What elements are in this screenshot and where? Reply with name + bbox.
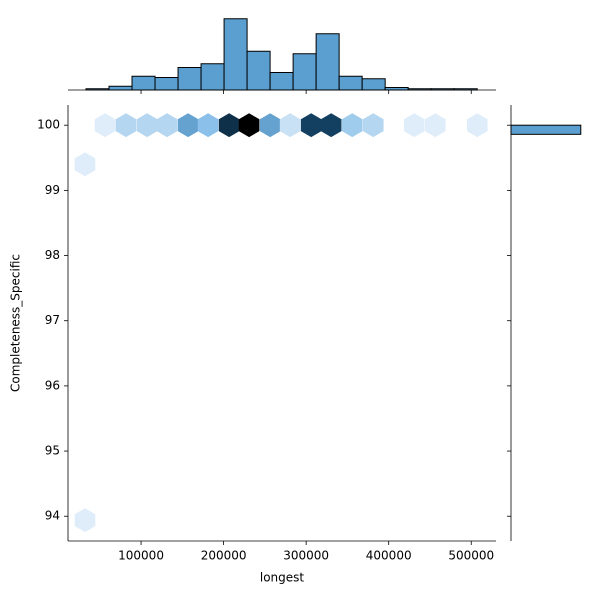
hex-cell [74,508,96,533]
x-axis-label: longest [260,571,305,585]
hex-cell [362,113,384,138]
histogram-bar [200,63,225,91]
hex-cell [424,113,446,138]
hex-cell [238,113,260,138]
hex-cell [259,113,281,138]
histogram-bar [269,72,294,91]
hex-cell [218,113,240,138]
y-axis-label: Completeness_Specific [9,254,23,392]
hex-cell [115,113,137,138]
hex-cell [466,113,488,138]
histogram-bar [108,85,133,91]
x-tick-label: 100000 [118,549,164,563]
hex-cell [94,113,116,138]
x-tick-label: 400000 [366,549,412,563]
histogram-bar [292,53,317,91]
histogram-bar [361,78,386,91]
x-tick-label: 200000 [201,549,247,563]
y-tick-label: 98 [45,248,60,262]
hex-cell [156,113,178,138]
histogram-bar [223,18,248,91]
hex-cell [320,113,342,138]
y-tick-label: 99 [45,183,60,197]
histogram-bar [177,67,202,91]
histogram-bar [338,75,363,91]
y-tick-label: 94 [45,509,60,523]
hex-cell [177,113,199,138]
hex-cell [403,113,425,138]
y-tick-label: 97 [45,313,60,327]
histogram-bar [315,33,340,91]
hex-cell [136,113,158,138]
hex-cell [197,113,219,138]
histogram-bar [131,75,156,91]
y-tick-label: 95 [45,444,60,458]
y-tick-label: 96 [45,378,60,392]
y-tick-label: 100 [37,118,60,132]
hex-cell [300,113,322,138]
hex-cell [279,113,301,138]
x-tick-label: 300000 [283,549,329,563]
histogram-bar [246,50,271,91]
hex-cell [74,152,96,177]
hex-cell [341,113,363,138]
histogram-bar [154,77,179,91]
x-tick-label: 500000 [448,549,494,563]
histogram-bar [510,124,582,135]
